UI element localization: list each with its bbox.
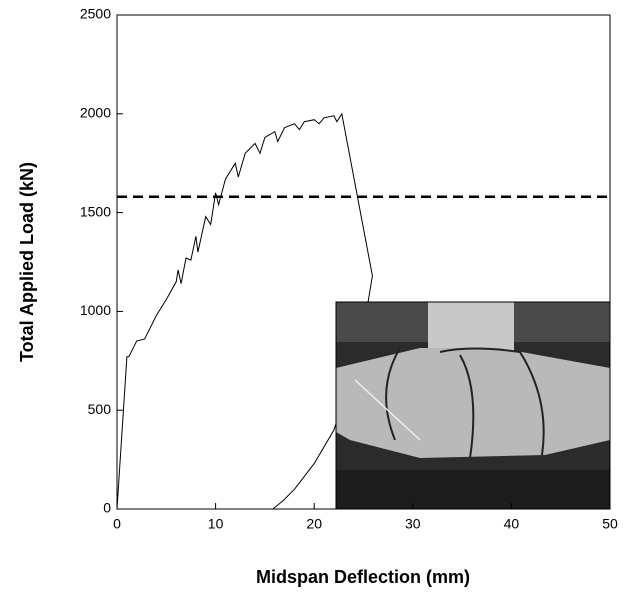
- x-tick-label: 30: [405, 516, 421, 532]
- photo-loading-ram: [428, 302, 514, 352]
- x-tick-label: 20: [306, 516, 322, 532]
- y-tick-label: 2000: [80, 105, 111, 121]
- y-tick-label: 1500: [80, 203, 111, 219]
- photo-gauge: [354, 379, 421, 441]
- y-tick-label: 500: [88, 401, 112, 417]
- photo-support: [336, 470, 610, 509]
- y-tick-label: 2500: [80, 6, 111, 22]
- x-tick-label: 0: [113, 516, 121, 532]
- plot-frame: [116, 14, 611, 510]
- plot-area: [116, 112, 373, 510]
- x-tick-label: 40: [504, 516, 520, 532]
- inset-photo: [335, 301, 611, 510]
- x-tick-label: 10: [208, 516, 224, 532]
- series-line: [116, 112, 373, 510]
- y-tick-label: 1000: [80, 302, 111, 318]
- photo-cracks: [385, 347, 545, 459]
- y-axis-title: Total Applied Load (kN): [17, 162, 37, 362]
- x-axis-title: Midspan Deflection (mm): [256, 567, 470, 587]
- y-tick-label: 0: [103, 500, 111, 516]
- x-tick-label: 50: [602, 516, 618, 532]
